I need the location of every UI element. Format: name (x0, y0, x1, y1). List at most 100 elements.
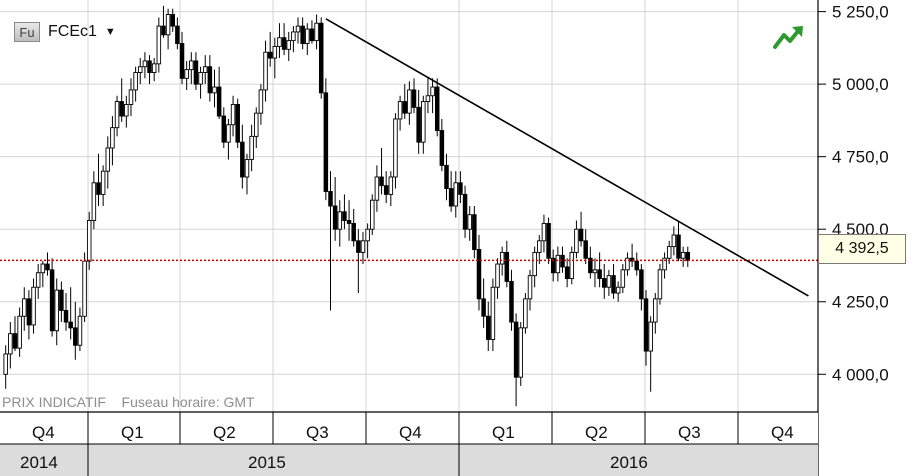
quarter-label: Q3 (678, 423, 701, 442)
candle (170, 8, 175, 32)
candle (281, 23, 287, 56)
candle (532, 246, 537, 288)
candle-body (226, 124, 231, 143)
candle (351, 208, 356, 247)
candle (472, 206, 477, 259)
candle-body (45, 263, 50, 271)
candle (509, 269, 514, 331)
candle (467, 206, 472, 241)
candle (277, 23, 282, 59)
candle (332, 176, 338, 241)
candle-body (653, 298, 658, 323)
candle-body (151, 63, 157, 73)
candle (578, 211, 584, 247)
candle-body (240, 141, 245, 178)
candle-body (430, 86, 435, 97)
candle (110, 116, 115, 166)
candle-body (383, 185, 389, 195)
candle (244, 153, 250, 195)
candle (254, 107, 259, 148)
candle (184, 60, 189, 90)
candle (161, 5, 166, 38)
symbol-label[interactable]: FCEc1 (48, 23, 97, 40)
candle (202, 55, 208, 85)
candle (128, 78, 134, 117)
candle-body (221, 115, 227, 143)
candle (546, 217, 551, 265)
candle (680, 246, 686, 267)
trendline[interactable] (325, 18, 809, 297)
candle (300, 17, 305, 50)
candle (100, 165, 106, 206)
instrument-header[interactable]: Fu FCEc1 ▼ (14, 20, 116, 44)
candle (625, 252, 630, 276)
candle-body (490, 286, 496, 340)
candle-body (518, 327, 523, 378)
y-tick-label: 4 750,0 (832, 148, 889, 167)
candle-body (68, 321, 73, 329)
candle-body (541, 222, 547, 242)
candle-body (128, 89, 134, 105)
candle (35, 264, 41, 299)
candle (648, 316, 653, 392)
candle (346, 200, 352, 241)
candle (165, 8, 171, 50)
candle-body (31, 286, 36, 326)
candle-body (49, 269, 55, 332)
candle-body (114, 101, 120, 129)
chart-grid (0, 0, 818, 412)
candle-body (537, 240, 542, 253)
candle-body (202, 66, 208, 73)
year-label: 2015 (248, 453, 286, 472)
candle (49, 258, 55, 337)
candle-body (82, 260, 87, 317)
quarter-label: Q2 (585, 423, 608, 442)
candle (611, 264, 616, 299)
candle (550, 249, 556, 282)
candle-body (402, 101, 407, 114)
candle-body (142, 60, 148, 68)
candle-body (309, 28, 315, 42)
candle-body (235, 104, 240, 143)
candle-body (105, 147, 111, 172)
candle (175, 17, 180, 50)
candle-body (351, 222, 356, 242)
candle (453, 171, 459, 218)
candle-body (59, 289, 64, 311)
candle (421, 95, 426, 154)
candle-body (634, 260, 639, 271)
candle-body (583, 240, 588, 259)
candle (499, 246, 505, 276)
candle (383, 171, 389, 204)
candle-body (54, 289, 59, 332)
candle-body (323, 92, 329, 192)
x-axis: Q4 Q1 Q2 Q3 Q4 Q1 Q2 Q3 Q4 2014 2015 2016 (0, 411, 818, 476)
candle-body (110, 127, 115, 149)
candle (671, 226, 677, 256)
candle-body (648, 321, 653, 352)
candle-body (379, 176, 384, 187)
candle (337, 200, 343, 247)
candle-body (272, 45, 278, 59)
candle (318, 17, 324, 99)
candle-body (175, 25, 180, 44)
candle-body (425, 95, 431, 102)
candle (374, 165, 380, 212)
candle (272, 37, 278, 79)
candle-body (574, 228, 579, 253)
chevron-down-icon[interactable]: ▼ (104, 26, 116, 38)
candle-body (356, 240, 361, 253)
candle-body (346, 220, 352, 224)
y-tick-label: 5 000,0 (832, 75, 889, 94)
candle-body (156, 25, 162, 65)
candle-body (286, 40, 291, 50)
candle (360, 232, 366, 265)
candle (588, 246, 593, 279)
candle-body (179, 43, 185, 79)
candle-body (564, 266, 570, 279)
candle (240, 124, 245, 189)
candle (77, 307, 83, 352)
candle (114, 95, 120, 137)
y-tick-label: 5 250,0 (832, 3, 889, 22)
